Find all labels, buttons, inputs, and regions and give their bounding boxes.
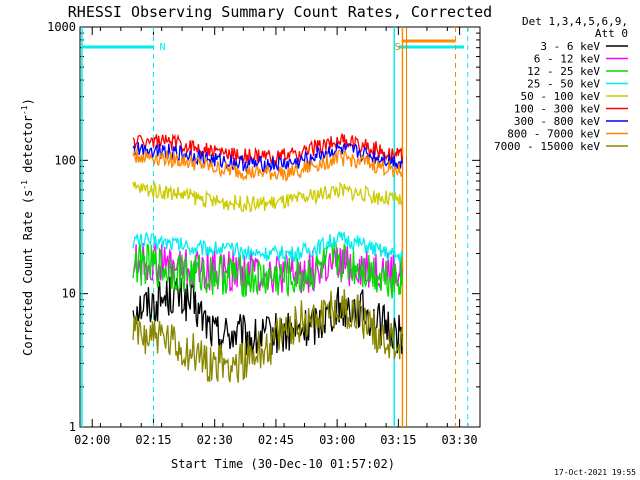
legend-label-1: 3 - 6 keV [540,40,600,53]
x-tick-label: 03:15 [380,433,416,447]
x-tick-label: 02:00 [74,433,110,447]
x-axis-label: Start Time (30-Dec-10 01:57:02) [171,457,395,471]
legend-label-9: 7000 - 15000 keV [494,140,600,153]
x-tick-label: 03:30 [442,433,478,447]
y-tick-label: 10 [62,287,76,301]
y-axis-label: Corrected Count Rate (s-1 detector-1) [20,98,35,356]
y-label-part-3: ) [21,98,35,105]
timestamp: 17-Oct-2021 19:55 [554,468,636,477]
y-tick-label: 1 [69,420,76,434]
legend-header-1: Det 1,3,4,5,6,9, [522,15,628,28]
series-line-4 [132,230,404,264]
legend-header-2: Att 0 [595,27,628,40]
y-label-sup-2: -1 [20,105,29,115]
legend-label-8: 800 - 7000 keV [507,128,600,141]
legend-label-7: 300 - 800 keV [514,115,600,128]
y-label-part-2: detector [21,115,35,180]
legend-label-6: 100 - 300 keV [514,103,600,116]
series-line-6 [132,133,404,166]
series-line-8 [132,148,404,182]
series-line-3 [132,239,404,299]
plot-frame [79,26,481,428]
series-line-5 [132,181,403,213]
y-tick-label: 1000 [47,20,76,34]
y-label-sup-1: -1 [20,180,29,190]
x-tick-label: 02:15 [135,433,171,447]
legend-label-5: 50 - 100 keV [521,90,601,103]
marker-label-N: N [159,42,165,53]
series-line-1 [132,276,404,356]
x-tick-label: 03:00 [319,433,355,447]
x-tick-label: 02:30 [197,433,233,447]
series-line-9 [132,289,404,383]
legend-label-3: 12 - 25 keV [527,65,600,78]
series-lines [132,133,404,383]
y-axis: 1 10 100 1000 [47,20,480,434]
marker-label-S: S [394,42,400,53]
y-tick-label: 100 [54,153,76,167]
x-axis: 02:00 02:15 02:30 02:45 03:00 03:15 03:30 [74,27,478,447]
legend-label-2: 6 - 12 keV [534,53,601,66]
legend-label-4: 25 - 50 keV [527,78,600,91]
y-label-part-1: Corrected Count Rate (s [21,190,35,356]
chart-title: RHESSI Observing Summary Count Rates, Co… [68,3,492,21]
x-tick-label: 02:45 [258,433,294,447]
